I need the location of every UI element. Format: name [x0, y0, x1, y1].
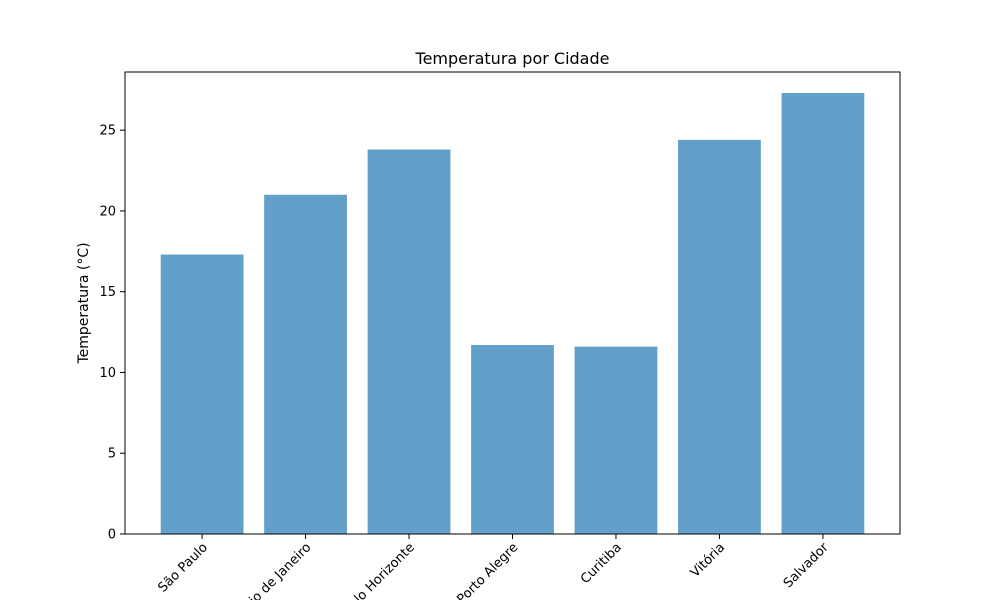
- x-tick-label: São Paulo: [156, 540, 211, 595]
- bar-2: [264, 194, 347, 534]
- y-tick-label: 20: [99, 204, 116, 219]
- x-tick-label: Curitiba: [578, 540, 625, 587]
- x-tick-label: Vitória: [688, 540, 728, 580]
- bar-7: [781, 93, 865, 534]
- bar-4: [471, 345, 554, 534]
- bar-6: [678, 139, 761, 534]
- bar-3: [367, 149, 451, 535]
- y-tick-label: 10: [99, 366, 116, 381]
- bar-5: [574, 346, 658, 534]
- bar-1: [160, 254, 244, 535]
- y-tick-label: 0: [108, 528, 116, 543]
- bars-group: [160, 93, 865, 535]
- x-tick-label: Salvador: [781, 540, 832, 591]
- y-tick-label: 25: [99, 124, 116, 139]
- x-axis: São Paulo Rio de Janeiro Belo Horizonte Por…: [156, 534, 832, 600]
- y-tick-label: 15: [99, 285, 116, 300]
- y-axis: 0 5 10 15 20 25: [99, 124, 125, 543]
- y-tick-label: 5: [108, 447, 116, 462]
- x-tick-label: Rio de Janeiro: [240, 540, 314, 600]
- y-axis-label: Temperatura (°C): [76, 242, 92, 364]
- x-tick-label: Belo Horizonte: [340, 540, 418, 600]
- x-tick-label: Porto Alegre: [454, 540, 521, 600]
- chart-title: Temperatura por Cidade: [415, 49, 610, 68]
